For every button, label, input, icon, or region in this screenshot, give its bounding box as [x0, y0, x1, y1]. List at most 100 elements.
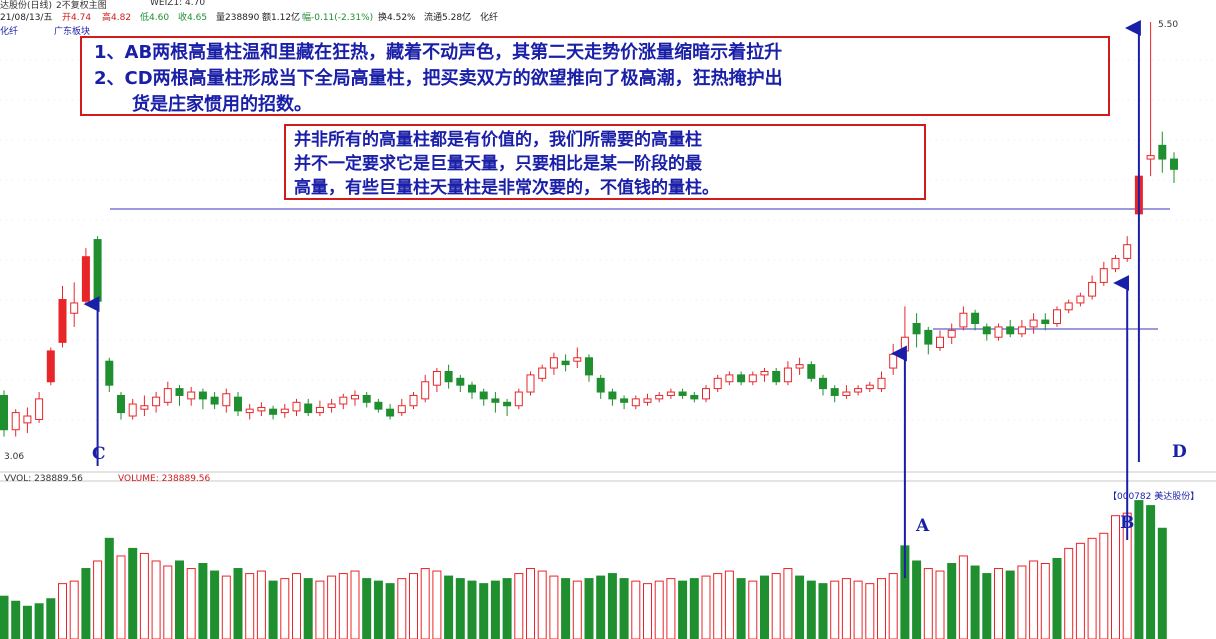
volume-bar-94	[1099, 532, 1109, 639]
candle-17	[198, 388, 207, 410]
volume-bar-19	[221, 575, 231, 639]
candle-body-33	[386, 408, 395, 417]
volume-bar-17	[198, 563, 208, 639]
volume-bar-67	[783, 568, 793, 639]
candle-57	[666, 388, 675, 399]
candle-body-46	[538, 367, 547, 379]
candle-body-16	[187, 391, 196, 400]
candle-body-35	[409, 394, 418, 407]
candle-body-8	[93, 239, 102, 302]
candle-33	[386, 404, 395, 420]
candle-70	[819, 374, 827, 396]
candle-35	[409, 392, 418, 410]
stock-tag[interactable]: 【000782 美达股份】	[1108, 492, 1200, 502]
candle-body-66	[772, 370, 781, 383]
candle-body-91	[1064, 302, 1073, 311]
volume-bar-12	[139, 552, 149, 639]
float-info: 流通5.28亿	[424, 13, 472, 23]
candle-66	[772, 368, 781, 386]
volume-bar-44	[514, 573, 524, 639]
candle-body-18	[210, 396, 219, 405]
candle-body-49	[573, 357, 582, 362]
volume-bar-91	[1064, 547, 1074, 639]
candle-43	[503, 398, 512, 417]
candle-body-14	[163, 388, 172, 403]
candle-54	[631, 395, 640, 410]
low-label: 低4.60	[140, 13, 170, 23]
candle-body-62	[725, 374, 734, 383]
candle-69	[807, 361, 816, 382]
candle-body-85	[994, 326, 1003, 338]
volume-bar-46	[537, 570, 547, 639]
candle-0	[0, 390, 8, 437]
volume-bar-24	[280, 578, 290, 639]
vvol-indicator: VVOL: 238889.56	[4, 474, 83, 484]
candle-23	[269, 405, 278, 420]
candle-body-21	[245, 408, 254, 414]
candle-74	[865, 381, 874, 393]
change-info: 幅-0.11(-2.31%)	[302, 13, 374, 23]
candle-26	[304, 398, 313, 417]
candle-30	[351, 390, 359, 406]
candle-body-47	[549, 357, 558, 369]
volume-bar-56	[654, 580, 664, 639]
annotation-line-3: 货是庄家惯用的招数。	[132, 94, 312, 115]
candle-body-15	[175, 388, 184, 396]
volume-bar-27	[315, 580, 325, 639]
candle-body-43	[503, 401, 512, 407]
candle-51	[596, 374, 605, 399]
candle-82	[959, 306, 968, 331]
candle-body-5	[58, 299, 67, 343]
candle-body-25	[292, 401, 301, 412]
candle-body-44	[514, 391, 523, 407]
candle-41	[479, 388, 488, 406]
volume-bar-25	[292, 573, 301, 639]
candle-81	[947, 323, 956, 345]
annotation-box-main: 1、AB两根高量柱温和里藏在狂热，藏着不动声色，其第二天走势价涨量缩暗示着拉升 …	[80, 36, 1110, 116]
volume-bar-53	[619, 578, 629, 639]
candle-body-78	[912, 323, 921, 335]
candle-body-31	[362, 394, 371, 403]
volume-bar-21	[245, 573, 255, 639]
board-tag-left[interactable]: 化纤	[0, 27, 19, 37]
candle-body-59	[690, 394, 699, 400]
volume-bar-14	[163, 565, 173, 639]
volume-bar-99	[1157, 527, 1167, 639]
candle-85	[994, 323, 1003, 341]
candle-body-95	[1111, 257, 1120, 270]
candle-94	[1099, 261, 1108, 286]
candle-body-12	[140, 405, 149, 410]
volume-bar-61	[713, 573, 723, 639]
candle-body-60	[702, 388, 710, 400]
volume-bar-62	[724, 570, 734, 639]
candle-71	[830, 385, 839, 403]
candle-body-39	[456, 377, 465, 386]
board-tag-mid[interactable]: 广东板块	[54, 27, 91, 37]
candle-91	[1064, 299, 1073, 314]
candle-62	[725, 371, 734, 386]
candle-13	[152, 392, 161, 413]
candle-46	[538, 364, 547, 382]
ma-label: WEIZ1: 4.70	[150, 0, 206, 8]
candle-32	[374, 398, 383, 413]
volume-bar-65	[760, 575, 769, 639]
candle-body-67	[783, 367, 792, 383]
candle-body-42	[491, 398, 500, 403]
volume-bar-41	[479, 583, 489, 639]
label-b: B	[1120, 513, 1135, 533]
volume-bar-84	[982, 573, 992, 639]
volume-bar-37	[432, 570, 442, 639]
candle-body-75	[877, 377, 886, 390]
candle-body-27	[315, 406, 324, 414]
price-low-label: 3.06	[4, 452, 25, 462]
candle-61	[713, 374, 722, 393]
candle-body-57	[666, 391, 675, 396]
candle-body-41	[479, 391, 488, 400]
candle-body-19	[222, 393, 231, 407]
candle-body-73	[854, 388, 863, 393]
candle-15	[175, 385, 184, 406]
volume-bar-97	[1134, 500, 1144, 639]
volume-bar-73	[853, 580, 863, 639]
candle-body-84	[982, 326, 991, 335]
candle-body-74	[865, 384, 874, 390]
